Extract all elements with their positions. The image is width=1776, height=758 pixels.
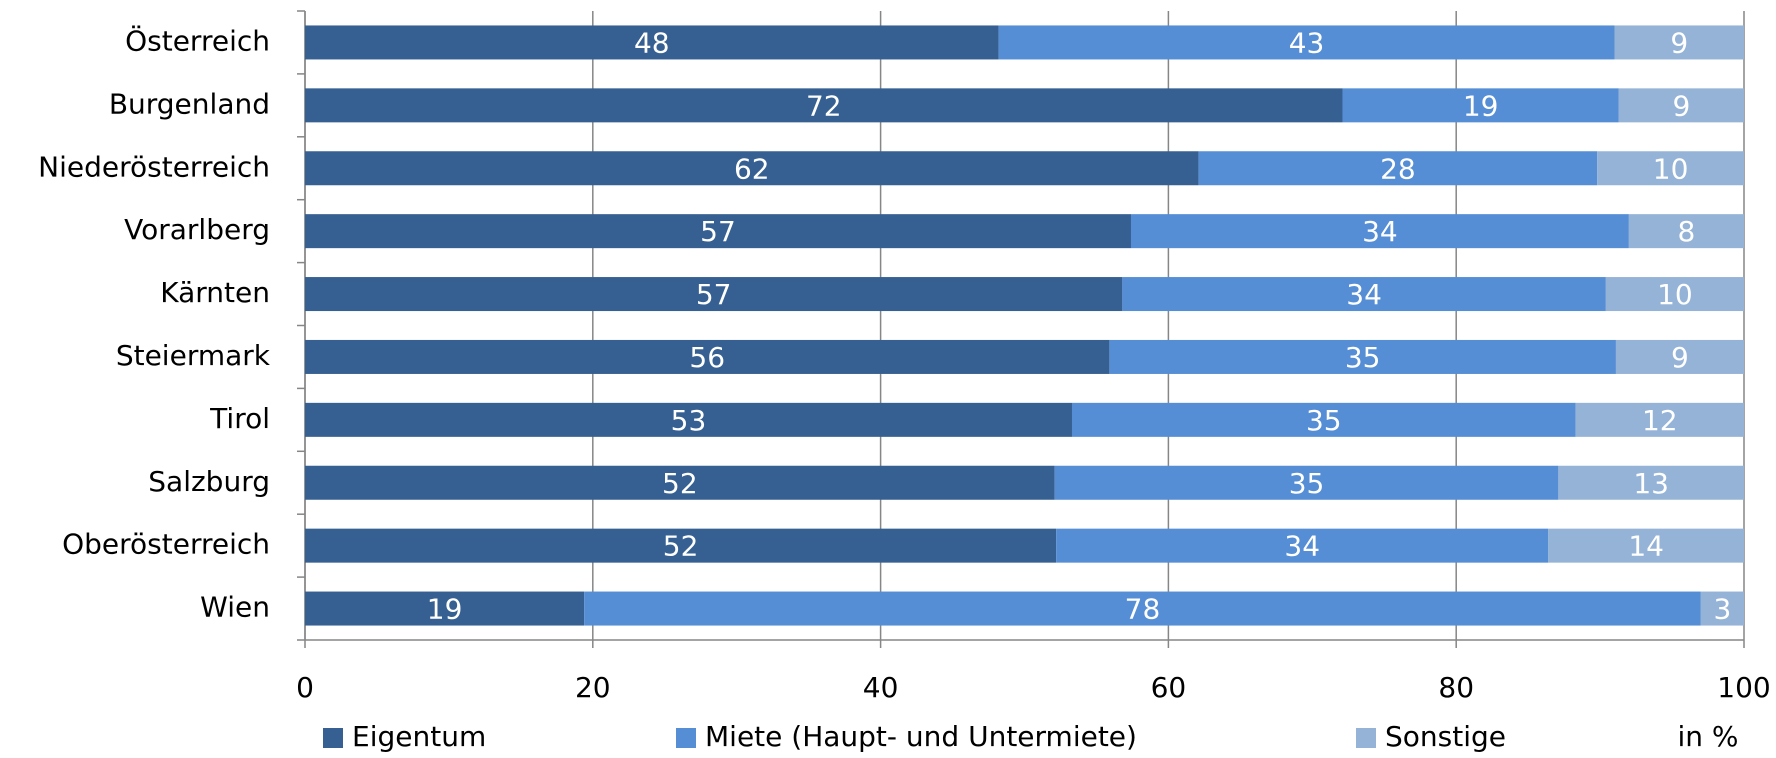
data-label: 35 [1289, 467, 1325, 500]
legend-label: Miete (Haupt- und Untermiete) [705, 720, 1137, 753]
y-tick-label: Kärnten [160, 276, 270, 309]
data-label: 9 [1671, 341, 1689, 374]
x-tick-label: 0 [296, 671, 314, 704]
y-tick-label: Oberösterreich [62, 528, 270, 561]
data-label: 13 [1633, 467, 1669, 500]
bar-segment [1109, 339, 1616, 374]
legend-label: Sonstige [1385, 720, 1506, 753]
x-tick-label: 100 [1717, 671, 1770, 704]
data-label: 52 [663, 530, 699, 563]
bar-segment [1615, 339, 1744, 374]
bar-segment [1056, 528, 1549, 563]
data-label: 34 [1284, 530, 1320, 563]
bar-segment [1700, 591, 1744, 626]
x-tick-label: 40 [863, 671, 899, 704]
y-tick-label: Wien [200, 591, 270, 624]
bar-segment [1597, 151, 1744, 186]
data-label: 3 [1714, 593, 1732, 626]
bar-segment [1605, 277, 1744, 312]
unit-label: in % [1677, 720, 1738, 753]
bar-segment [305, 339, 1110, 374]
bar-segment [1618, 88, 1744, 123]
y-tick-label: Tirol [209, 402, 270, 435]
bar-segment [1071, 402, 1576, 437]
y-tick-label: Vorarlberg [124, 213, 270, 246]
data-label: 10 [1657, 278, 1693, 311]
bar-segment [1130, 214, 1629, 249]
bar-segment [1575, 402, 1744, 437]
bar-segment [1054, 465, 1559, 500]
y-tick-label: Österreich [125, 23, 270, 57]
data-label: 28 [1380, 152, 1416, 185]
data-label: 34 [1362, 215, 1398, 248]
data-label: 78 [1125, 593, 1161, 626]
data-label: 10 [1653, 152, 1689, 185]
data-label: 53 [671, 404, 707, 437]
data-label: 52 [662, 467, 698, 500]
y-tick-label: Salzburg [148, 465, 270, 498]
data-label: 35 [1306, 404, 1342, 437]
data-label: 12 [1642, 404, 1678, 437]
x-tick-label: 80 [1438, 671, 1474, 704]
bar-segment [305, 151, 1199, 186]
data-label: 56 [689, 341, 725, 374]
bar-segment [305, 214, 1131, 249]
data-label: 57 [700, 215, 736, 248]
bar-segment [1548, 528, 1744, 563]
bar-segment [1198, 151, 1598, 186]
legend-swatch [1356, 728, 1376, 748]
y-tick-label: Burgenland [109, 87, 270, 120]
legend-swatch [676, 728, 696, 748]
bar-segment [584, 591, 1701, 626]
bar-segment [1614, 25, 1744, 60]
bar-segment [305, 402, 1072, 437]
bar-segment [1558, 465, 1744, 500]
data-label: 35 [1345, 341, 1381, 374]
data-label: 19 [1463, 89, 1499, 122]
bar-segment [1628, 214, 1744, 249]
bar-segment [305, 591, 585, 626]
data-label: 57 [696, 278, 732, 311]
legend-swatch [323, 728, 343, 748]
data-label: 48 [634, 26, 670, 59]
data-label: 34 [1346, 278, 1382, 311]
legend-label: Eigentum [352, 720, 486, 753]
data-label: 19 [427, 593, 463, 626]
bar-segment [305, 465, 1055, 500]
data-label: 8 [1678, 215, 1696, 248]
data-label: 9 [1672, 89, 1690, 122]
x-tick-label: 60 [1151, 671, 1187, 704]
y-tick-label: Steiermark [116, 339, 271, 372]
data-label: 43 [1289, 26, 1325, 59]
bar-segment [305, 25, 999, 60]
data-label: 14 [1628, 530, 1664, 563]
bar-segment [305, 88, 1343, 123]
bar-segment [998, 25, 1615, 60]
data-label: 62 [734, 152, 770, 185]
x-tick-label: 20 [575, 671, 611, 704]
bar-segment [1122, 277, 1606, 312]
bar-segment [305, 277, 1123, 312]
data-label: 72 [806, 89, 842, 122]
y-tick-label: Niederösterreich [38, 150, 270, 183]
data-label: 9 [1670, 26, 1688, 59]
bar-segment [305, 528, 1057, 563]
bar-segment [1342, 88, 1619, 123]
